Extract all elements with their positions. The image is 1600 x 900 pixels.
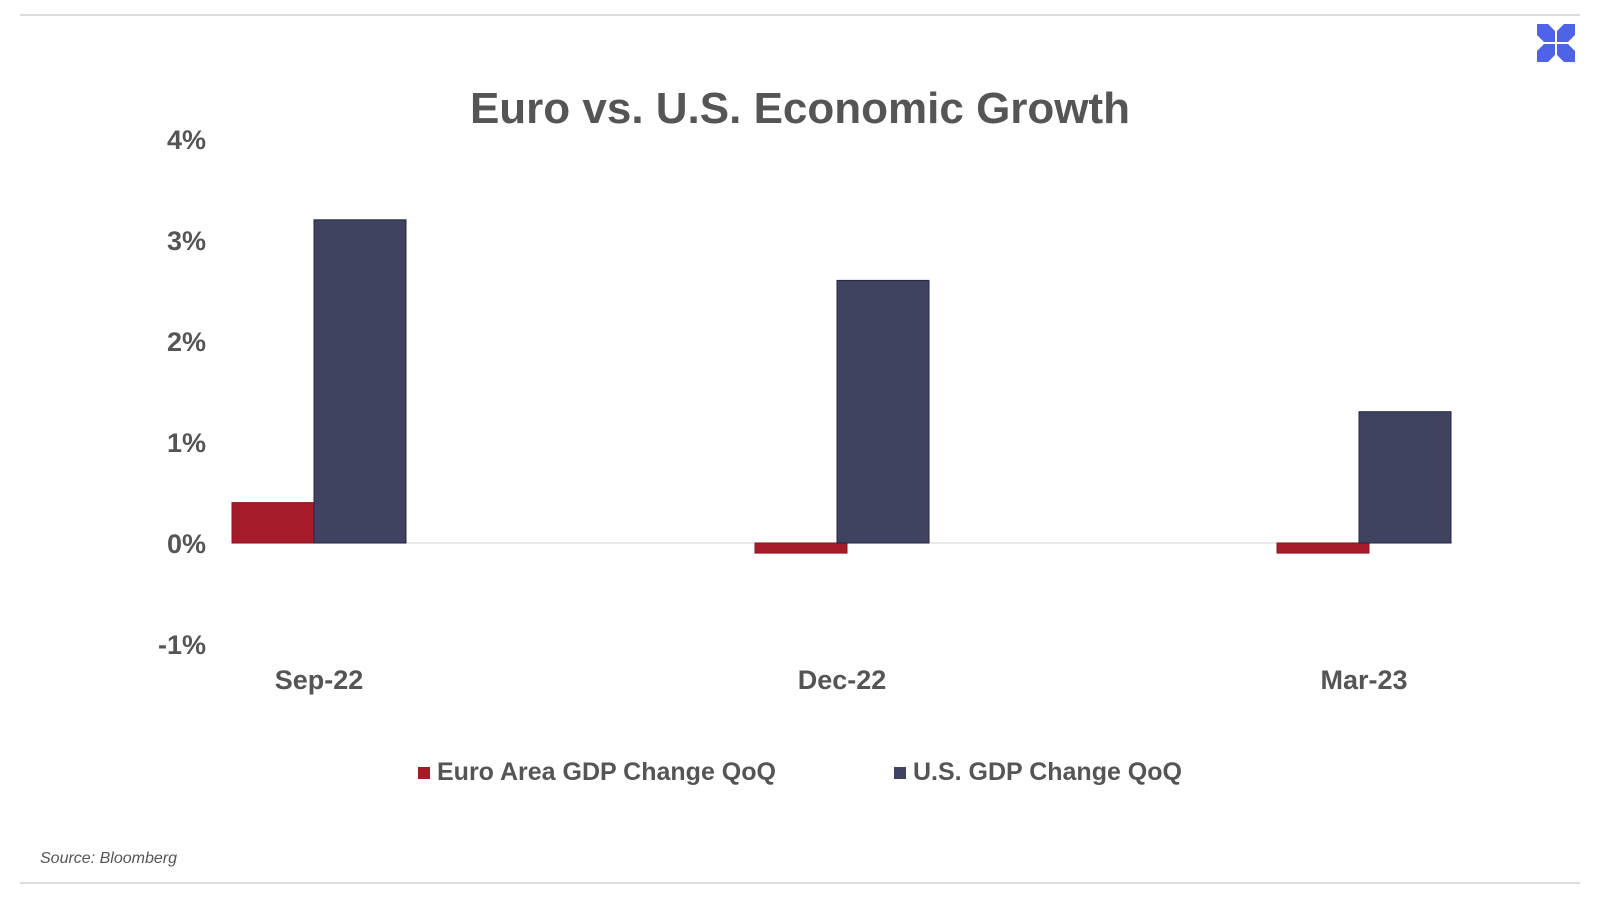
top-rule [20, 14, 1580, 16]
y-tick-label: 4% [167, 125, 206, 155]
y-tick-label: 2% [167, 327, 206, 357]
y-tick-label: -1% [158, 630, 206, 660]
y-tick-label: 3% [167, 226, 206, 256]
source-note: Source: Bloomberg [40, 850, 177, 867]
y-tick-label: 1% [167, 428, 206, 458]
legend-swatch-us [893, 766, 906, 779]
bar-us-mar-23 [1358, 411, 1452, 544]
chart-title: Euro vs. U.S. Economic Growth [469, 84, 1131, 133]
brand-logo-icon [1537, 24, 1575, 62]
bottom-rule [20, 882, 1580, 884]
bar-euro-dec-22 [754, 542, 848, 554]
legend-label-euro: Euro Area GDP Change QoQ [437, 758, 776, 786]
legend: Euro Area GDP Change QoQ U.S. GDP Change… [0, 758, 1600, 787]
legend-item-us: U.S. GDP Change QoQ [893, 758, 1182, 787]
legend-swatch-euro [418, 766, 430, 779]
y-tick-label: 0% [167, 529, 206, 559]
legend-label-us: U.S. GDP Change QoQ [912, 758, 1182, 786]
legend-item-euro: Euro Area GDP Change QoQ [418, 758, 776, 787]
bar-us-sep-22 [313, 219, 407, 544]
x-tick-label: Sep-22 [275, 665, 364, 695]
x-tick-label: Mar-23 [1320, 665, 1407, 695]
bar-us-dec-22 [836, 279, 930, 544]
bar-euro-mar-23 [1276, 542, 1370, 554]
bar-euro-sep-22 [231, 502, 325, 544]
x-tick-label: Dec-22 [798, 665, 887, 695]
